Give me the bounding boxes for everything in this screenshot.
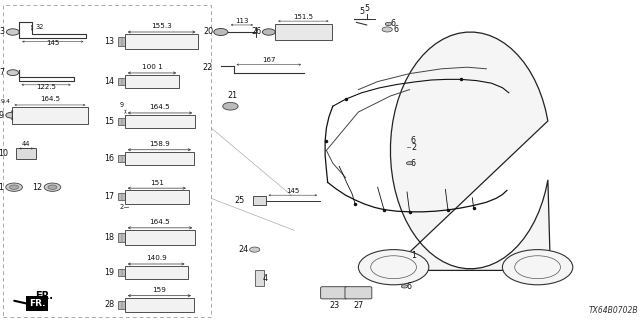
Bar	[125, 75, 179, 88]
Circle shape	[214, 28, 228, 36]
Text: 32: 32	[35, 24, 44, 30]
Circle shape	[502, 250, 573, 285]
Bar	[125, 298, 194, 312]
Bar	[118, 301, 125, 308]
Circle shape	[44, 183, 61, 191]
Bar	[125, 190, 189, 204]
Text: 20: 20	[203, 28, 213, 36]
Text: 159: 159	[152, 287, 166, 293]
Text: 2: 2	[411, 143, 416, 152]
Text: 26: 26	[251, 28, 261, 36]
Text: 13: 13	[104, 37, 115, 46]
Text: 4: 4	[262, 274, 268, 283]
Text: 140.9: 140.9	[146, 255, 166, 261]
Circle shape	[48, 185, 57, 189]
Text: 23: 23	[329, 301, 339, 310]
Text: 22: 22	[203, 63, 213, 72]
Bar	[118, 155, 125, 162]
Circle shape	[6, 112, 17, 118]
Text: 100 1: 100 1	[141, 64, 163, 70]
Circle shape	[406, 162, 413, 165]
Bar	[125, 230, 195, 245]
Text: 145: 145	[286, 188, 299, 194]
Bar	[118, 118, 125, 125]
Text: 145: 145	[46, 40, 59, 46]
Bar	[16, 148, 36, 159]
Text: 167: 167	[262, 57, 276, 63]
Text: 25: 25	[235, 196, 245, 205]
Text: 6: 6	[411, 159, 416, 168]
Text: 10: 10	[0, 149, 8, 158]
Bar	[118, 78, 125, 85]
Circle shape	[223, 102, 238, 110]
Bar	[118, 233, 125, 242]
Text: 113: 113	[235, 18, 249, 24]
Bar	[125, 34, 198, 49]
Bar	[255, 270, 264, 286]
Text: 5: 5	[359, 7, 364, 16]
Text: 2: 2	[119, 204, 124, 210]
Circle shape	[6, 29, 19, 35]
Circle shape	[7, 70, 19, 76]
FancyBboxPatch shape	[321, 287, 348, 299]
Text: 151: 151	[150, 180, 164, 186]
Text: 15: 15	[104, 117, 115, 126]
Text: 44: 44	[22, 140, 31, 147]
Bar	[118, 193, 125, 201]
Text: 24: 24	[238, 245, 248, 254]
Text: 18: 18	[104, 233, 115, 242]
Text: 3: 3	[0, 28, 4, 36]
Text: 164.5: 164.5	[150, 219, 170, 225]
Text: FR.: FR.	[35, 291, 53, 301]
Text: 158.9: 158.9	[149, 141, 170, 147]
Text: 14: 14	[104, 77, 115, 86]
Bar	[118, 37, 125, 46]
Text: 6: 6	[406, 282, 412, 291]
Text: 21: 21	[227, 91, 237, 100]
Circle shape	[385, 22, 392, 26]
Text: 151.5: 151.5	[293, 14, 314, 20]
Bar	[125, 266, 188, 279]
Bar	[118, 269, 125, 276]
Text: 6: 6	[400, 271, 405, 280]
Text: 155.3: 155.3	[151, 23, 172, 29]
Polygon shape	[390, 32, 550, 270]
Text: 5: 5	[364, 4, 369, 13]
Circle shape	[262, 29, 275, 35]
Text: 9: 9	[0, 111, 4, 120]
Bar	[253, 196, 266, 205]
Text: 6: 6	[394, 25, 399, 34]
Text: 9.4: 9.4	[0, 99, 10, 104]
Circle shape	[6, 183, 22, 191]
Bar	[125, 152, 194, 165]
Text: 164.5: 164.5	[150, 104, 170, 110]
Circle shape	[388, 273, 399, 278]
Bar	[125, 115, 195, 128]
Text: 19: 19	[104, 268, 115, 277]
Text: FR.: FR.	[29, 299, 45, 308]
Circle shape	[250, 247, 260, 252]
Text: 27: 27	[353, 301, 364, 310]
Text: 28: 28	[104, 300, 115, 309]
Bar	[12, 107, 88, 124]
Text: 7: 7	[0, 68, 4, 77]
Text: 6: 6	[411, 136, 416, 145]
Text: 164.5: 164.5	[40, 96, 60, 102]
Text: 16: 16	[104, 154, 115, 163]
Text: 12: 12	[32, 183, 42, 192]
Text: 17: 17	[104, 192, 115, 201]
Text: TX64B0702B: TX64B0702B	[589, 306, 639, 315]
Text: 6: 6	[390, 20, 396, 28]
Text: 11: 11	[0, 183, 4, 192]
Text: 9: 9	[120, 102, 124, 108]
Circle shape	[382, 27, 392, 32]
Circle shape	[399, 138, 410, 143]
Circle shape	[401, 285, 408, 288]
FancyBboxPatch shape	[345, 287, 372, 299]
Bar	[275, 24, 332, 40]
Circle shape	[358, 250, 429, 285]
Circle shape	[10, 185, 19, 189]
Text: 122.5: 122.5	[36, 84, 56, 90]
Text: 1: 1	[411, 252, 416, 260]
